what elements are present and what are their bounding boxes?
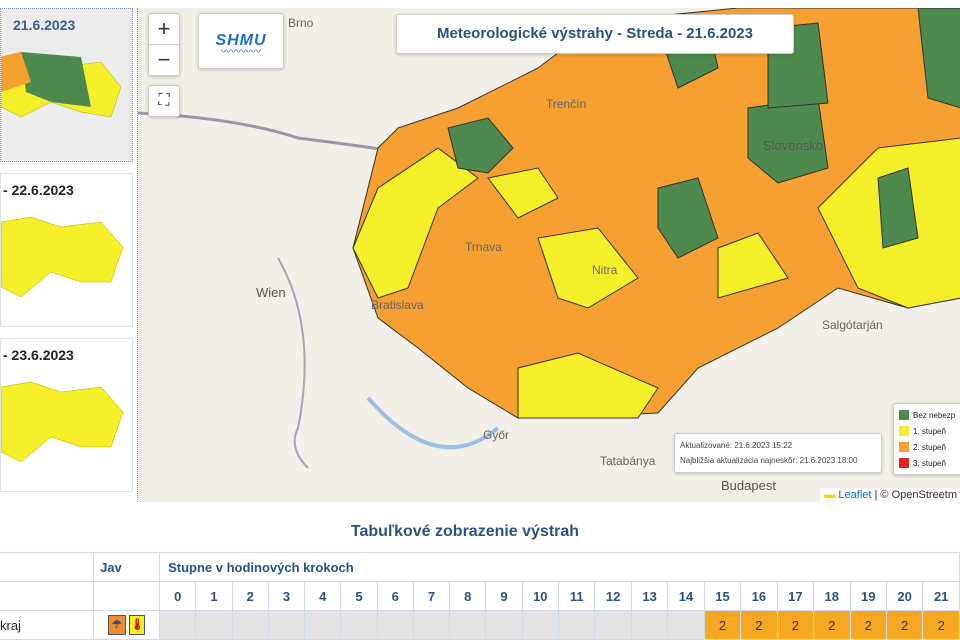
zoom-in-button[interactable]: + bbox=[149, 14, 179, 45]
map-label: Trnava bbox=[465, 240, 502, 254]
map-attribution: ▬ Leaflet | © OpenStreetm bbox=[820, 488, 960, 502]
legend-item: 2. stupeň bbox=[899, 439, 960, 455]
thumbnail-map bbox=[1, 51, 122, 118]
hour-header: 2 bbox=[231, 581, 269, 611]
col-jav: Jav bbox=[93, 552, 161, 582]
level-cell bbox=[231, 610, 269, 640]
fullscreen-button[interactable]: ⛶ bbox=[148, 85, 180, 117]
day-date: - 23.6.2023 bbox=[3, 347, 74, 363]
level-cell bbox=[521, 610, 560, 640]
thermometer-icon: 🌡 bbox=[129, 615, 146, 635]
hour-header: 12 bbox=[594, 581, 632, 611]
level-cell bbox=[449, 610, 487, 640]
level-cell: 2 bbox=[703, 610, 742, 640]
map-label: Wien bbox=[256, 285, 286, 300]
hour-header: 0 bbox=[159, 581, 197, 611]
map-label: Slovensko bbox=[763, 138, 823, 153]
level-cell: 2 bbox=[776, 610, 815, 640]
map-label: Tatabánya bbox=[600, 454, 656, 468]
hour-header: 19 bbox=[849, 581, 887, 611]
hour-header: 4 bbox=[304, 581, 342, 611]
hour-header: 16 bbox=[740, 581, 778, 611]
hour-header: 15 bbox=[703, 581, 742, 611]
level-cell: 2 bbox=[885, 610, 924, 640]
level-cell: 2 bbox=[849, 610, 887, 640]
day-thumbnail-1[interactable]: 21.6.2023 bbox=[0, 8, 133, 162]
hour-header: 1 bbox=[195, 581, 233, 611]
hour-header: 13 bbox=[630, 581, 669, 611]
level-cell bbox=[304, 610, 342, 640]
map-title: Meteorologické výstrahy - Streda - 21.6.… bbox=[396, 14, 794, 54]
level-cell bbox=[159, 610, 197, 640]
hour-header: 6 bbox=[376, 581, 414, 611]
hour-header: 7 bbox=[412, 581, 451, 611]
map-label: Brno bbox=[288, 16, 314, 30]
day-thumbnail-3[interactable]: - 23.6.2023 bbox=[0, 338, 133, 492]
hour-header: 3 bbox=[267, 581, 306, 611]
level-cell: 2 bbox=[813, 610, 851, 640]
map-label: Trenčín bbox=[546, 97, 587, 111]
next-update-text: Najbližšia aktualizácia najneskôr: 21.6.… bbox=[680, 456, 858, 465]
level-cell bbox=[558, 610, 596, 640]
shmu-logo: SHMU 〰〰〰〰 bbox=[198, 13, 284, 69]
hour-header: 18 bbox=[813, 581, 851, 611]
map-label: Salgótarján bbox=[822, 318, 883, 332]
hour-header: 14 bbox=[667, 581, 705, 611]
warning-map[interactable]: + − ⛶ SHMU 〰〰〰〰 Meteorologické výstrahy … bbox=[137, 8, 960, 502]
legend-item: Bez nebezp bbox=[899, 407, 960, 423]
legend-item: 3. stupeň bbox=[899, 455, 960, 471]
thumbnail-map bbox=[1, 216, 124, 298]
table-title: Tabuľkové zobrazenie výstrah bbox=[350, 523, 580, 540]
forecast-day-list: 21.6.2023 - 22.6.2023 - 23.6.2023 bbox=[0, 8, 133, 502]
map-label: Bratislava bbox=[371, 298, 424, 312]
update-info: Aktualizované: 21.6.2023 15:22 Najbližši… bbox=[674, 433, 882, 473]
level-cell bbox=[667, 610, 705, 640]
updated-text: Aktualizované: 21.6.2023 15:22 bbox=[680, 441, 793, 450]
level-cell: 2 bbox=[922, 610, 960, 640]
hour-header: 5 bbox=[340, 581, 378, 611]
level-cell bbox=[485, 610, 523, 640]
level-cell bbox=[340, 610, 378, 640]
thumbnail-map bbox=[1, 381, 124, 463]
legend-item: 1. stupeň bbox=[899, 423, 960, 439]
hour-header: 11 bbox=[558, 581, 596, 611]
map-label: Nitra bbox=[592, 263, 618, 277]
hour-header: 20 bbox=[885, 581, 924, 611]
level-cell bbox=[376, 610, 414, 640]
fullscreen-icon: ⛶ bbox=[158, 92, 170, 109]
hour-header: 17 bbox=[776, 581, 815, 611]
level-cell bbox=[267, 610, 306, 640]
level-cell bbox=[412, 610, 451, 640]
zoom-control: + − bbox=[148, 13, 180, 76]
day-thumbnail-2[interactable]: - 22.6.2023 bbox=[0, 173, 133, 327]
map-label: Budapest bbox=[721, 478, 776, 493]
map-legend: Bez nebezp 1. stupeň 2. stupeň 3. stupeň bbox=[893, 403, 960, 475]
zoom-out-button[interactable]: − bbox=[157, 47, 171, 72]
hour-header: 21 bbox=[922, 581, 960, 611]
level-cell bbox=[594, 610, 632, 640]
map-label: Győr bbox=[483, 428, 510, 442]
day-date: 21.6.2023 bbox=[13, 17, 76, 33]
map-regions bbox=[138, 8, 960, 469]
level-cell bbox=[630, 610, 669, 640]
level-cell bbox=[195, 610, 233, 640]
rain-icon: ☂ bbox=[107, 615, 126, 635]
hour-header: 9 bbox=[485, 581, 523, 611]
col-steps: Stupne v hodinových krokoch bbox=[159, 552, 960, 582]
leaflet-link[interactable]: Leaflet bbox=[838, 489, 872, 501]
phenomena-icons: ☂ 🌡 bbox=[93, 610, 161, 640]
day-date: - 22.6.2023 bbox=[3, 182, 74, 198]
hour-header: 10 bbox=[521, 581, 560, 611]
region-name[interactable]: kraj bbox=[0, 610, 95, 640]
level-cell: 2 bbox=[740, 610, 778, 640]
hour-header: 8 bbox=[449, 581, 487, 611]
